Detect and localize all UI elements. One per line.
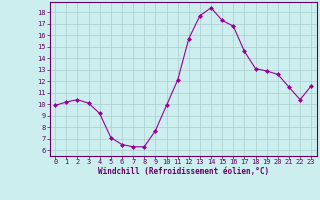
X-axis label: Windchill (Refroidissement éolien,°C): Windchill (Refroidissement éolien,°C)	[98, 167, 269, 176]
